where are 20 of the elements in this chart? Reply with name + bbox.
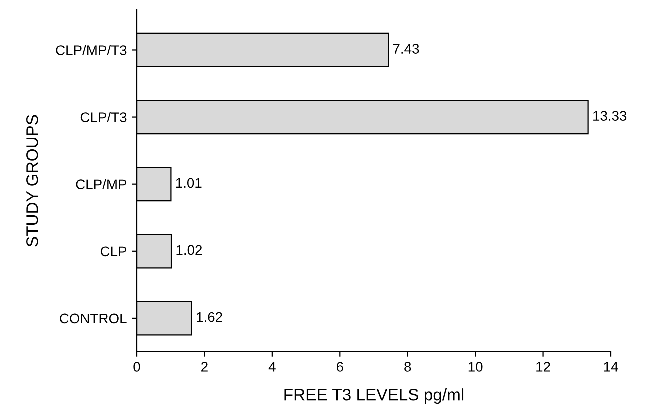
x-tick-label: 10: [468, 362, 483, 372]
y-axis-title: STUDY GROUPS: [26, 115, 38, 247]
y-tick-label: CLP/MP: [76, 179, 127, 190]
x-tick-label: 8: [404, 362, 412, 372]
x-axis-title: FREE T3 LEVELS pg/ml: [284, 388, 464, 404]
x-tick-label: 14: [604, 362, 618, 372]
x-tick-label: 12: [536, 362, 550, 372]
y-tick-label: CLP/T3: [80, 112, 127, 122]
x-tick-label: 2: [202, 362, 208, 372]
x-tick-label: 0: [134, 362, 140, 372]
y-tick-label: CONTROL: [60, 314, 127, 324]
x-tick-label: 6: [336, 362, 344, 372]
y-tick-label: CLP: [100, 246, 127, 257]
data-label: 1.01: [176, 178, 202, 188]
data-label: 13.33: [594, 111, 627, 122]
data-label: 1.62: [197, 312, 222, 322]
y-tick-label: CLP/MP/T3: [56, 45, 127, 56]
data-label: 1.02: [176, 245, 202, 256]
data-label: 7.43: [393, 44, 420, 54]
x-tick-label: 4: [268, 362, 276, 372]
